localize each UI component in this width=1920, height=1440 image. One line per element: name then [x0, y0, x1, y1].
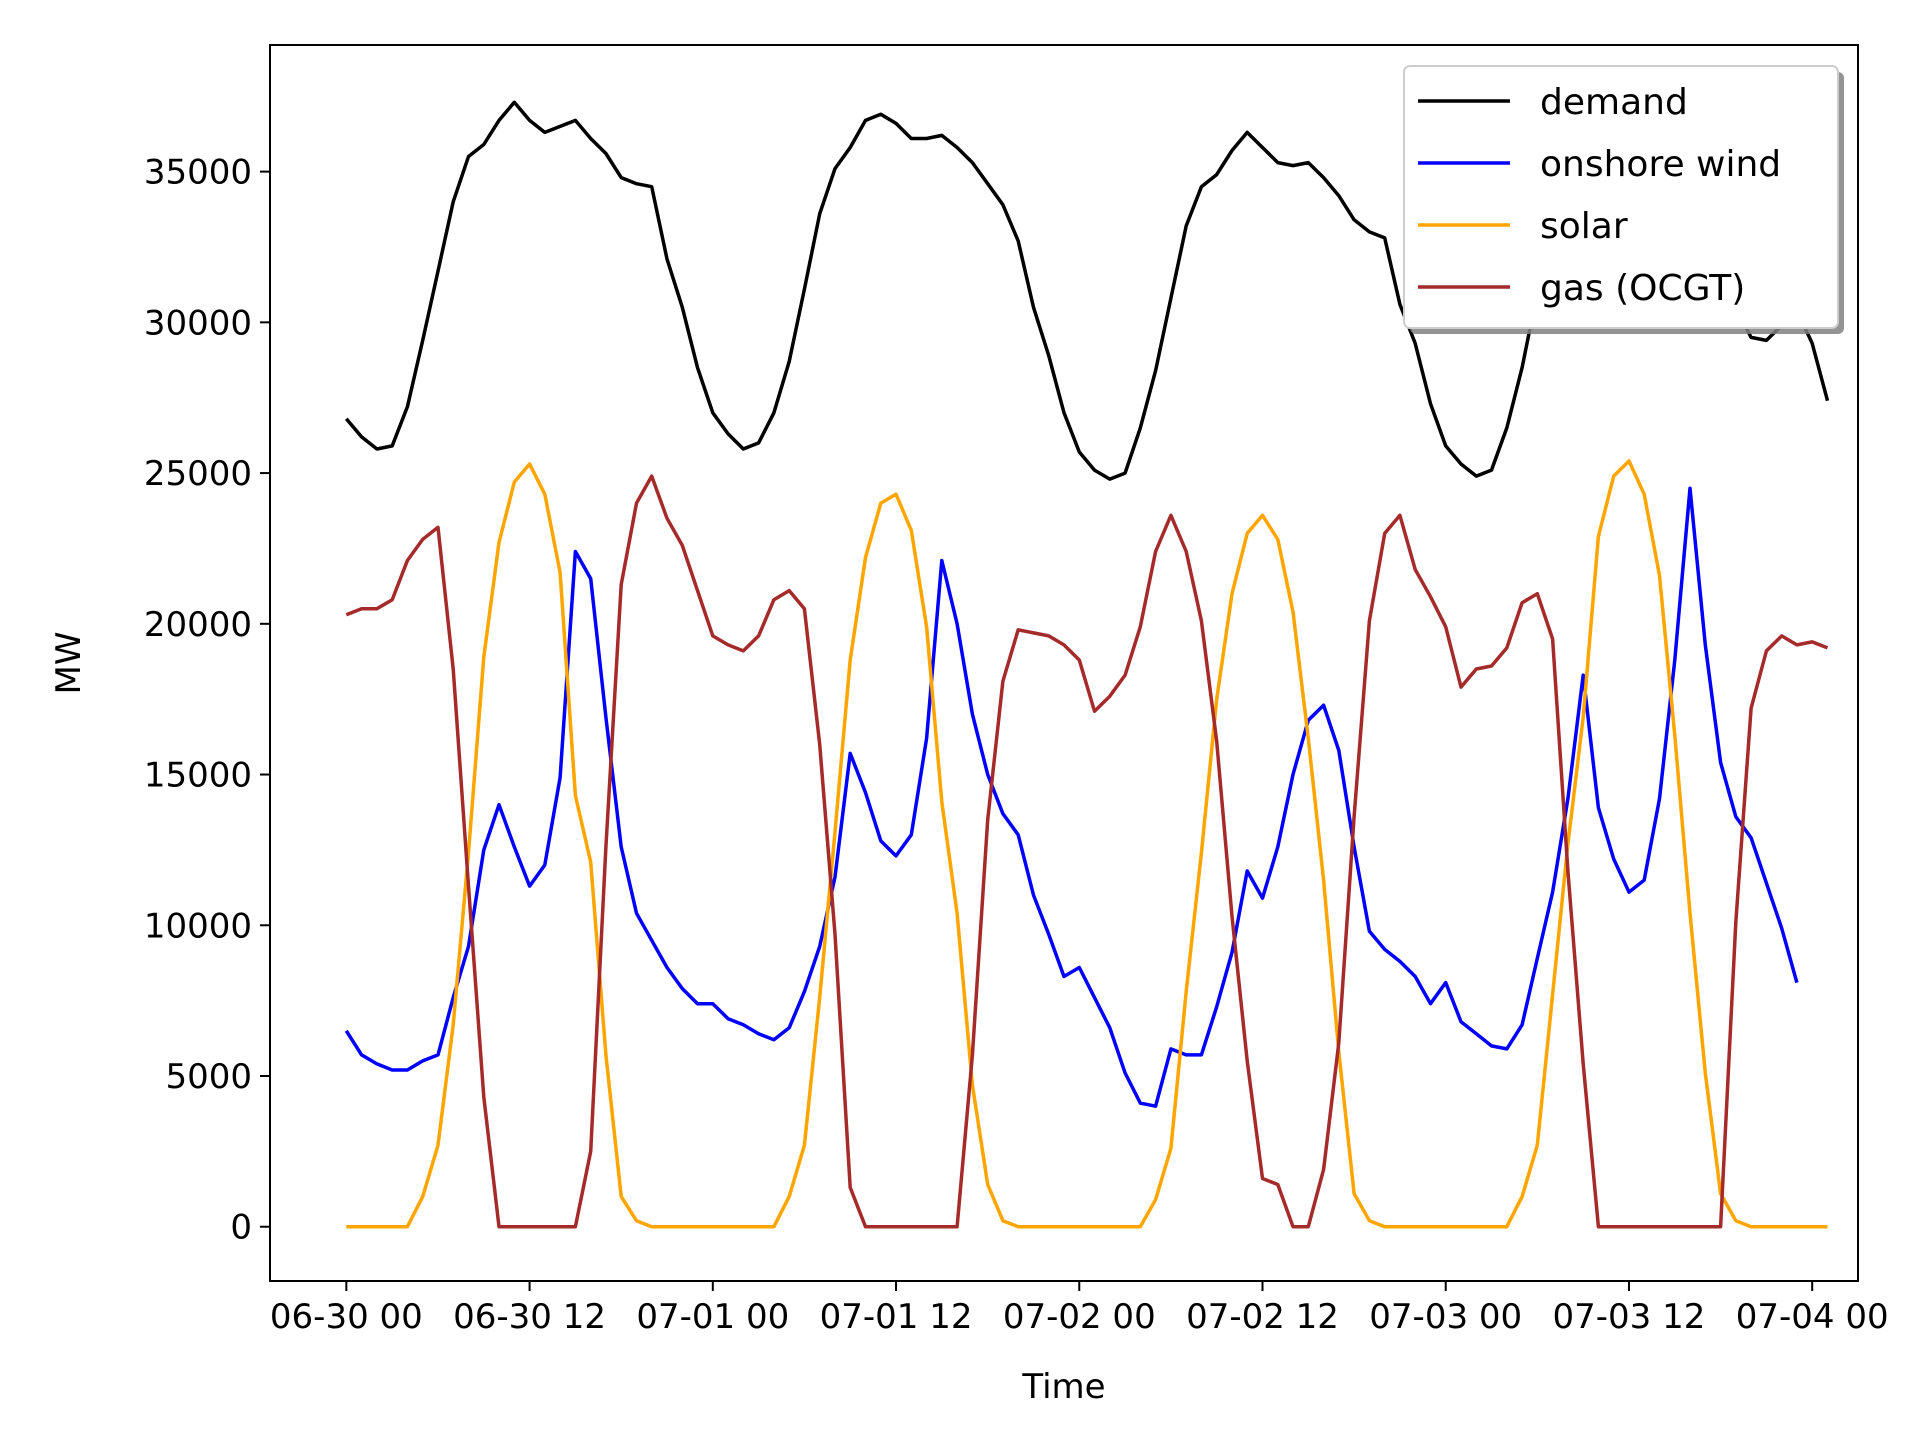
series-line-solar: [346, 459, 1828, 1229]
legend-label: gas (OCGT): [1540, 268, 1745, 309]
x-tick-label: 07-03 12: [1553, 1297, 1706, 1337]
x-tick-label: 07-01 12: [820, 1297, 973, 1337]
y-tick-label: 15000: [144, 756, 252, 796]
legend-label: onshore wind: [1540, 144, 1781, 185]
y-tick-label: 35000: [144, 153, 252, 193]
series-line-onshore-wind: [344, 486, 1799, 1108]
legend-label: solar: [1540, 206, 1628, 247]
x-tick-label: 07-02 00: [1003, 1297, 1156, 1337]
y-axis-label: MW: [49, 632, 89, 695]
x-axis-label: Time: [1021, 1367, 1105, 1407]
legend: demand onshore wind solar gas (OCGT): [1403, 65, 1844, 334]
x-tick-label: 07-03 00: [1369, 1297, 1522, 1337]
x-tick-label: 07-02 12: [1186, 1297, 1339, 1337]
y-tick-label: 20000: [144, 605, 252, 645]
y-tick-label: 10000: [144, 906, 252, 946]
x-tick-label: 06-30 12: [453, 1297, 606, 1337]
x-axis: 06-30 00 06-30 12 07-01 00 07-01 12 07-02 00…: [270, 1281, 1889, 1337]
y-tick-label: 5000: [165, 1057, 252, 1097]
x-tick-label: 07-01 00: [636, 1297, 789, 1337]
plot-frame: [269, 44, 1859, 1282]
y-axis: 0 5000 10000 15000 20000 25000 30000 35000: [144, 153, 270, 1248]
y-tick-label: 30000: [144, 303, 252, 343]
x-tick-label: 07-04 00: [1736, 1297, 1889, 1337]
legend-label: demand: [1540, 82, 1688, 123]
y-tick-label: 0: [230, 1208, 252, 1248]
y-tick-label: 25000: [144, 454, 252, 494]
series-line-gas-ocgt: [345, 474, 1829, 1229]
legend-box: [1403, 65, 1839, 329]
legend-entries: demand onshore wind solar gas (OCGT): [1418, 82, 1781, 309]
x-tick-label: 06-30 00: [270, 1297, 423, 1337]
